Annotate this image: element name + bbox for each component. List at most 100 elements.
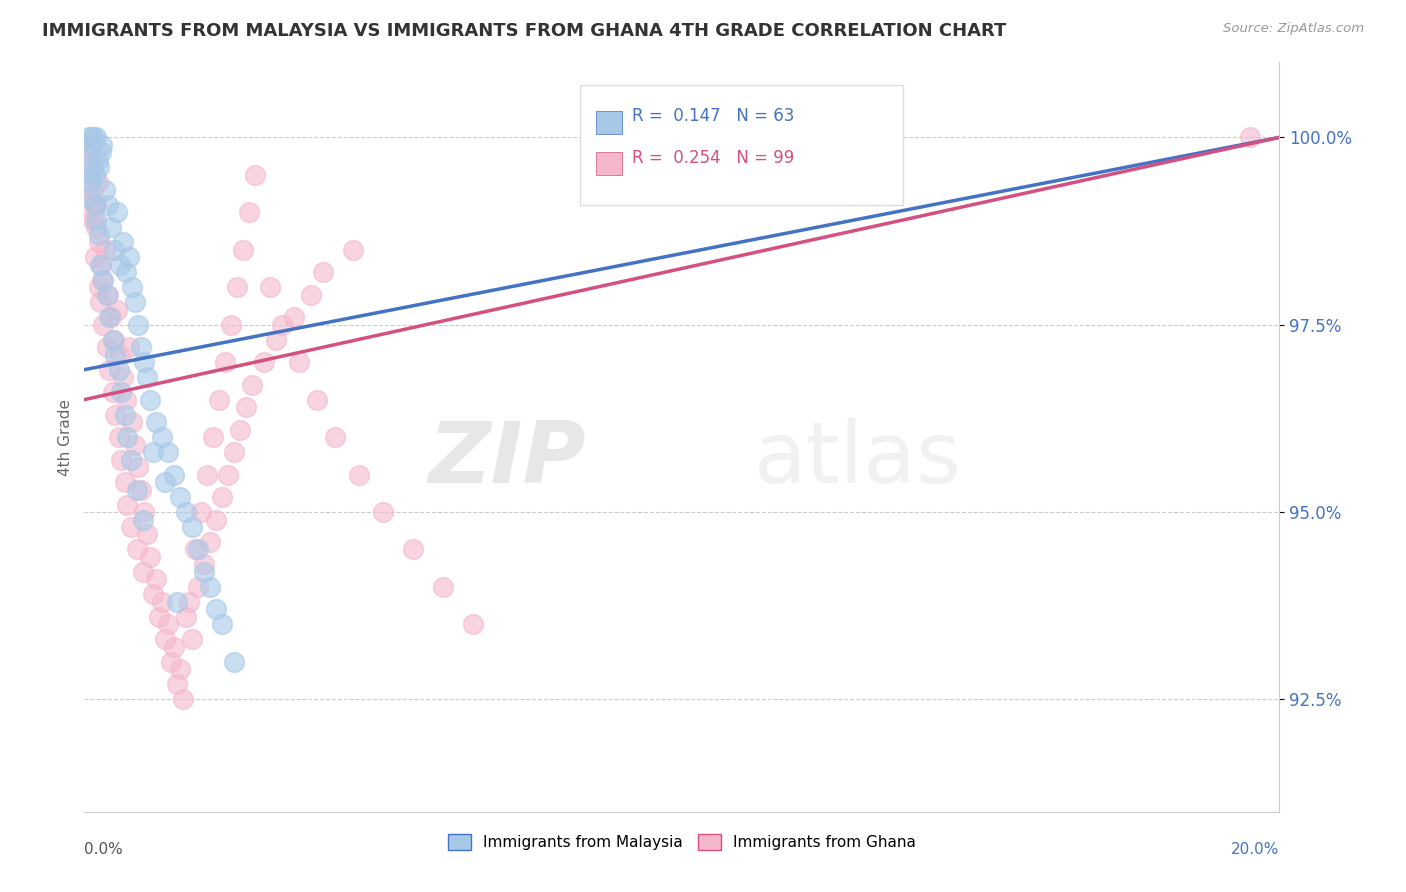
- Point: [121, 415, 143, 429]
- Point: [132, 512, 155, 526]
- Point: [402, 542, 425, 557]
- Point: [100, 310, 122, 325]
- Point: [108, 362, 131, 376]
- Point: [219, 318, 242, 332]
- Point: [94, 243, 117, 257]
- Point: [120, 452, 142, 467]
- Point: [86, 175, 108, 189]
- Point: [169, 662, 191, 676]
- Point: [87, 280, 110, 294]
- Point: [240, 377, 263, 392]
- Text: R =  0.254   N = 99: R = 0.254 N = 99: [631, 149, 794, 167]
- Point: [108, 430, 131, 444]
- Text: Source: ZipAtlas.com: Source: ZipAtlas.com: [1223, 22, 1364, 36]
- Point: [153, 632, 176, 647]
- Point: [232, 243, 254, 257]
- Point: [118, 340, 141, 354]
- Point: [129, 340, 152, 354]
- Point: [87, 227, 110, 242]
- Point: [76, 137, 98, 152]
- Point: [77, 190, 100, 204]
- Point: [166, 595, 188, 609]
- Point: [110, 452, 132, 467]
- Point: [77, 153, 100, 167]
- Point: [79, 205, 101, 219]
- Point: [98, 310, 121, 325]
- Point: [145, 573, 167, 587]
- Point: [89, 258, 111, 272]
- Point: [222, 655, 245, 669]
- Text: IMMIGRANTS FROM MALAYSIA VS IMMIGRANTS FROM GHANA 4TH GRADE CORRELATION CHART: IMMIGRANTS FROM MALAYSIA VS IMMIGRANTS F…: [42, 22, 1007, 40]
- Point: [98, 362, 121, 376]
- Point: [112, 235, 135, 250]
- Point: [229, 423, 252, 437]
- Point: [89, 235, 111, 250]
- Point: [96, 340, 118, 354]
- Point: [145, 415, 167, 429]
- Point: [373, 505, 395, 519]
- Point: [91, 273, 114, 287]
- FancyBboxPatch shape: [581, 85, 903, 205]
- Point: [301, 287, 323, 301]
- Point: [139, 549, 162, 564]
- Point: [114, 408, 136, 422]
- Point: [181, 632, 204, 647]
- Point: [77, 130, 100, 145]
- Text: 0.0%: 0.0%: [84, 842, 124, 856]
- Point: [82, 130, 104, 145]
- Point: [198, 580, 221, 594]
- Point: [222, 445, 245, 459]
- Point: [461, 617, 484, 632]
- Point: [100, 220, 122, 235]
- Point: [84, 212, 107, 227]
- Point: [136, 370, 159, 384]
- Point: [142, 587, 165, 601]
- Point: [264, 333, 287, 347]
- Point: [174, 610, 197, 624]
- Point: [132, 355, 156, 369]
- Point: [110, 385, 132, 400]
- Point: [115, 265, 138, 279]
- Point: [120, 520, 142, 534]
- Point: [225, 280, 247, 294]
- Point: [84, 198, 107, 212]
- Point: [101, 385, 124, 400]
- Point: [93, 318, 115, 332]
- Point: [79, 168, 101, 182]
- Point: [253, 355, 276, 369]
- Point: [211, 490, 233, 504]
- Point: [117, 498, 139, 512]
- Point: [84, 198, 107, 212]
- Point: [217, 467, 239, 482]
- Point: [114, 475, 136, 489]
- Point: [82, 183, 104, 197]
- Point: [160, 655, 183, 669]
- Point: [115, 392, 138, 407]
- Point: [127, 460, 149, 475]
- Point: [76, 145, 98, 160]
- Point: [312, 265, 335, 279]
- Text: atlas: atlas: [754, 418, 962, 501]
- Point: [118, 250, 141, 264]
- Point: [136, 527, 159, 541]
- Point: [90, 145, 112, 160]
- Point: [93, 273, 115, 287]
- Point: [80, 137, 103, 152]
- Point: [157, 617, 180, 632]
- Point: [174, 505, 197, 519]
- Point: [205, 512, 228, 526]
- Point: [208, 392, 231, 407]
- Point: [86, 153, 108, 167]
- Point: [288, 355, 311, 369]
- Point: [193, 565, 215, 579]
- Point: [270, 318, 292, 332]
- Point: [82, 161, 104, 175]
- Point: [86, 130, 108, 145]
- Point: [195, 467, 218, 482]
- Point: [214, 355, 236, 369]
- Point: [129, 483, 152, 497]
- Point: [132, 505, 156, 519]
- Point: [94, 183, 117, 197]
- Point: [163, 640, 186, 654]
- Point: [325, 430, 347, 444]
